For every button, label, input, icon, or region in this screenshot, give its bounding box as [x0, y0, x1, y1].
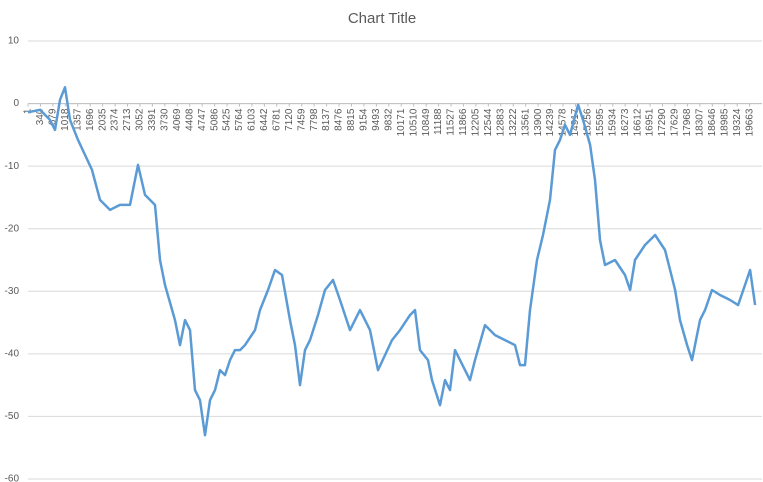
x-tick-label: 18985: [719, 108, 730, 136]
y-tick-label: -30: [5, 286, 20, 297]
x-tick-label: 19663: [744, 108, 755, 136]
x-tick-label: 16951: [645, 108, 656, 136]
x-tick-label: 11527: [446, 108, 457, 136]
x-tick-label: 10510: [408, 108, 419, 136]
x-tick-label: 12205: [471, 108, 482, 136]
x-tick-label: 1696: [85, 108, 96, 131]
x-tick-label: 9832: [383, 108, 394, 131]
y-tick-label: -50: [5, 411, 20, 422]
x-tick-label: 5425: [222, 108, 233, 131]
x-tick-label: 14578: [558, 108, 569, 136]
x-tick-label: 18646: [707, 108, 718, 136]
x-tick-label: 14917: [570, 108, 581, 136]
y-tick-label: -40: [5, 348, 20, 359]
x-tick-label: 10171: [396, 108, 407, 136]
x-tick-label: 4747: [197, 108, 208, 131]
x-tick-label: 6442: [259, 108, 270, 131]
x-tick-label: 1018: [60, 108, 71, 131]
x-tick-label: 10849: [421, 108, 432, 136]
x-tick-label: 5764: [234, 108, 245, 131]
x-tick-label: 4069: [172, 108, 183, 131]
x-tick-label: 8815: [346, 108, 357, 131]
x-tick-label: 7459: [296, 108, 307, 131]
x-tick-label: 1357: [72, 108, 83, 131]
x-tick-label: 11188: [433, 108, 444, 135]
x-tick-label: 6103: [247, 108, 258, 131]
x-tick-label: 8137: [321, 108, 332, 131]
x-tick-label: 679: [48, 108, 59, 125]
y-tick-label: -10: [5, 161, 20, 172]
x-tick-label: 3052: [135, 108, 146, 131]
x-tick-label: 16612: [632, 108, 643, 136]
x-tick-label: 2713: [122, 108, 133, 131]
x-tick-label: 13222: [508, 108, 519, 136]
y-tick-label: -20: [5, 223, 20, 234]
x-tick-label: 17629: [670, 108, 681, 136]
x-tick-label: 5086: [209, 108, 220, 131]
x-tick-label: 2374: [110, 108, 121, 131]
data-line: [27, 86, 757, 437]
x-tick-label: 7120: [284, 108, 295, 131]
x-tick-label: 6781: [271, 108, 282, 131]
x-tick-label: 13900: [533, 108, 544, 136]
x-tick-label: 7798: [309, 108, 320, 131]
y-tick-label: 0: [13, 98, 19, 109]
x-tick-label: 17290: [657, 108, 668, 136]
x-tick-label: 11866: [458, 108, 469, 136]
x-tick-label: 2035: [97, 108, 108, 131]
x-tick-label: 8476: [334, 108, 345, 131]
x-tick-label: 16273: [620, 108, 631, 136]
x-tick-label: 9154: [359, 108, 370, 131]
x-tick-label: 15595: [595, 108, 606, 136]
x-tick-label: 340: [35, 108, 46, 125]
x-tick-label: 15256: [583, 108, 594, 136]
x-tick-label: 12883: [495, 108, 506, 136]
x-tick-label: 3391: [147, 108, 158, 131]
x-tick-label: 19324: [732, 108, 743, 136]
x-tick-label: 12544: [483, 108, 494, 136]
y-tick-label: 10: [8, 36, 20, 47]
x-tick-label: 4408: [184, 108, 195, 131]
x-tick-label: 18307: [695, 108, 706, 136]
x-tick-label: 17968: [682, 108, 693, 136]
x-tick-label: 13561: [520, 108, 531, 136]
x-tick-label: 3730: [160, 108, 171, 131]
chart-title: Chart Title: [348, 10, 416, 27]
x-tick-label: 14239: [545, 108, 556, 136]
x-tick-label: 9493: [371, 108, 382, 131]
x-tick-label: 15934: [607, 108, 618, 136]
y-tick-label: -60: [5, 474, 20, 482]
